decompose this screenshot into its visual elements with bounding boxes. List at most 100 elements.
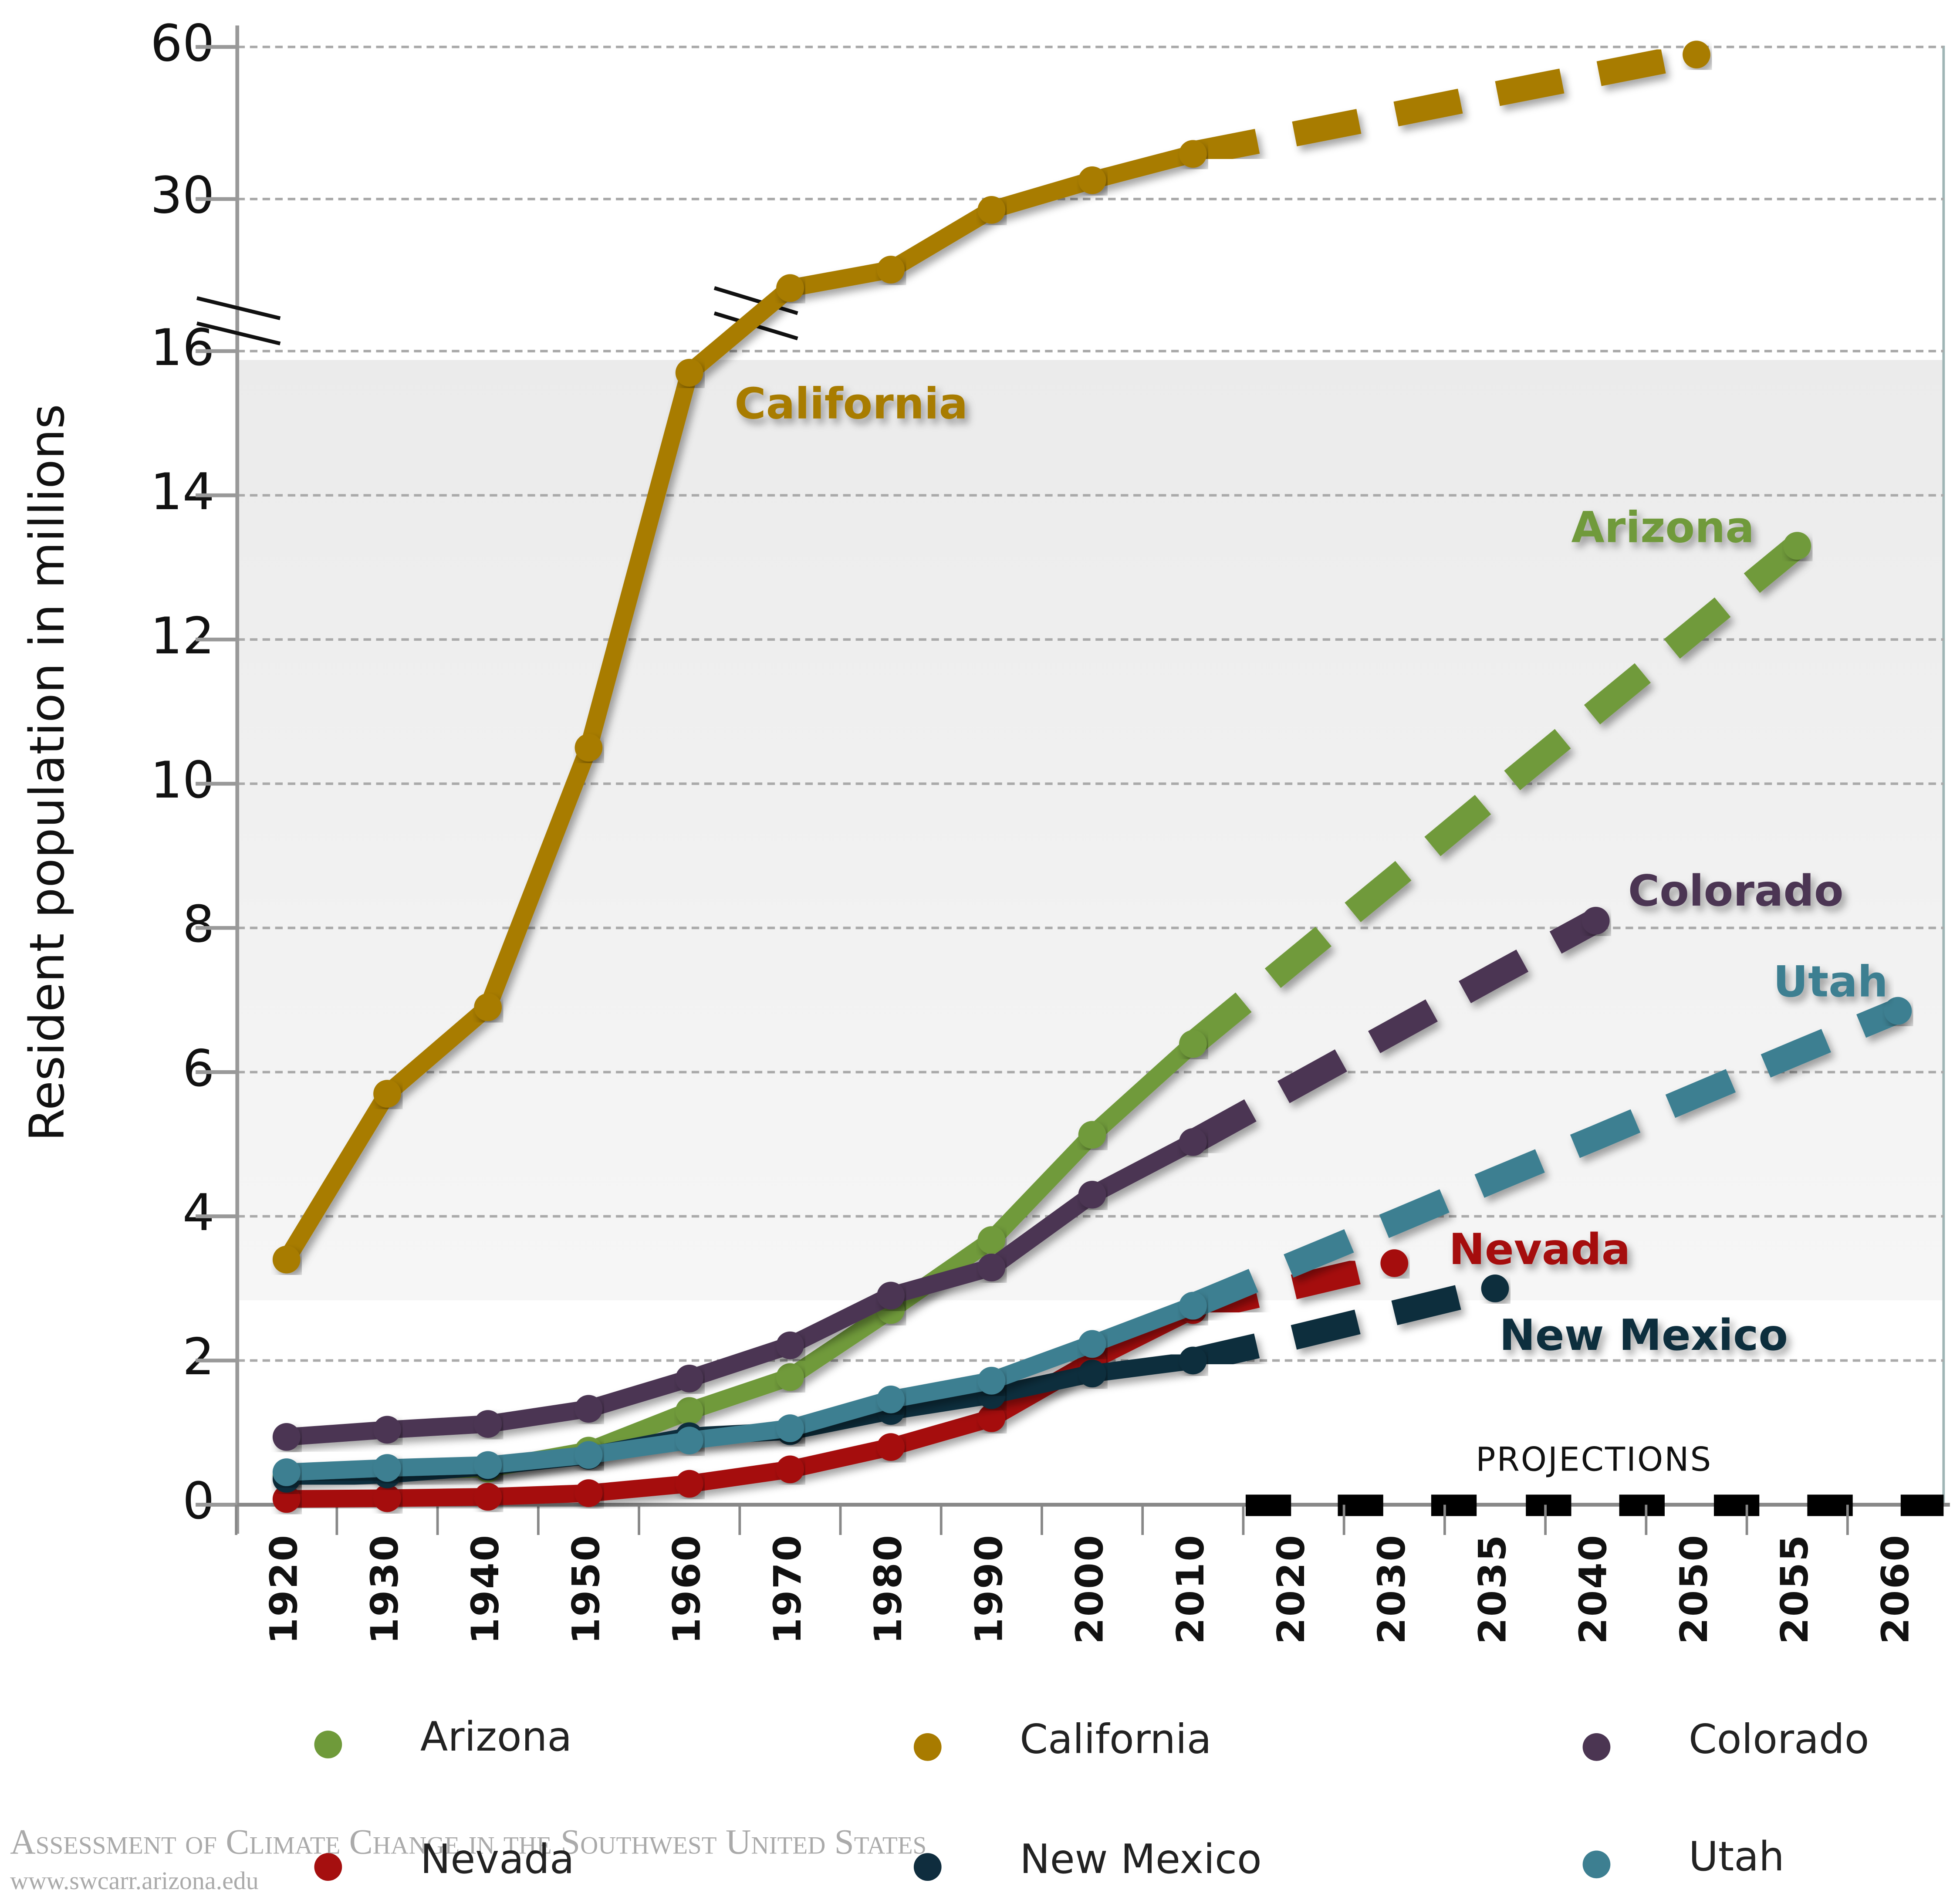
- y-tick-label: 60: [150, 14, 214, 73]
- marker: [272, 1245, 301, 1274]
- marker: [1783, 532, 1811, 560]
- footer-title: Assessment of Climate Change in the Sout…: [10, 1822, 926, 1861]
- marker: [977, 1366, 1006, 1395]
- x-tick-label: 2055: [1773, 1534, 1817, 1644]
- marker: [373, 1416, 401, 1444]
- marker: [474, 1483, 502, 1511]
- y-axis-label: Resident population in millions: [19, 404, 75, 1141]
- projection-label: PROJECTIONS: [1476, 1440, 1712, 1478]
- marker: [977, 196, 1006, 224]
- marker: [574, 734, 603, 762]
- x-tick-label: 2060: [1873, 1534, 1917, 1644]
- marker: [574, 1395, 603, 1423]
- x-tick-label: 1970: [766, 1534, 810, 1644]
- marker: [675, 358, 703, 387]
- projection-line: [1190, 1276, 1498, 1373]
- marker: [1179, 1291, 1207, 1320]
- marker: [877, 1385, 905, 1413]
- marker: [1380, 1249, 1409, 1277]
- y-tick-label: 12: [150, 607, 214, 666]
- marker: [1078, 1359, 1106, 1388]
- legend-marker: [314, 1853, 342, 1881]
- x-tick-label: 1930: [363, 1534, 407, 1644]
- series-line: [286, 1134, 1197, 1446]
- marker: [1078, 1121, 1106, 1149]
- marker: [373, 1454, 401, 1482]
- y-tick-label: 16: [150, 318, 214, 377]
- x-tick-label: 1980: [866, 1534, 910, 1644]
- projection-line: [1185, 536, 1805, 1054]
- marker: [1179, 140, 1207, 168]
- legend-marker: [1582, 1850, 1611, 1879]
- series-label: New Mexico: [1499, 1311, 1788, 1360]
- legend-marker: [913, 1853, 942, 1881]
- x-tick-label: 2030: [1370, 1534, 1414, 1644]
- x-tick-label: 2010: [1169, 1534, 1213, 1644]
- marker: [574, 1479, 603, 1507]
- marker: [474, 1410, 502, 1438]
- legend-marker: [913, 1733, 942, 1761]
- marker: [1582, 906, 1610, 935]
- marker: [675, 1470, 703, 1498]
- x-tick-label: 1920: [262, 1534, 306, 1644]
- marker: [776, 1414, 804, 1442]
- x-tick-label: 2020: [1269, 1534, 1313, 1644]
- series-label: Nevada: [1449, 1225, 1630, 1275]
- legend-label: Colorado: [1689, 1716, 1869, 1763]
- y-tick-label: 2: [182, 1328, 215, 1386]
- marker: [474, 1451, 502, 1479]
- marker: [272, 1423, 301, 1451]
- marker: [1179, 1128, 1207, 1156]
- marker: [675, 1364, 703, 1393]
- y-tick-label: 4: [182, 1183, 215, 1242]
- marker: [574, 1441, 603, 1469]
- series-line: [286, 1297, 1196, 1481]
- series-label: Colorado: [1628, 866, 1844, 916]
- background-band: [237, 360, 1944, 1301]
- marker: [474, 993, 502, 1021]
- marker: [776, 1455, 804, 1484]
- projection-line: [1190, 42, 1699, 166]
- marker: [776, 1331, 804, 1359]
- marker: [1481, 1275, 1509, 1302]
- projection-line: [1186, 909, 1602, 1153]
- y-tick-label: 6: [182, 1039, 215, 1098]
- marker: [1179, 1030, 1207, 1058]
- x-tick-label: 2000: [1068, 1534, 1112, 1644]
- y-tick-label: 14: [150, 463, 214, 521]
- marker: [373, 1080, 401, 1108]
- marker: [776, 274, 804, 302]
- x-tick-label: 1990: [967, 1534, 1011, 1644]
- marker: [776, 1363, 804, 1391]
- marker: [877, 1433, 905, 1461]
- marker: [272, 1485, 301, 1513]
- marker: [877, 256, 905, 284]
- projection-bar: [1245, 1494, 1944, 1516]
- legend-marker: [314, 1731, 342, 1758]
- marker: [1078, 166, 1106, 194]
- marker: [877, 1281, 905, 1310]
- projection-line: [1188, 999, 1903, 1318]
- y-tick-label: 8: [182, 895, 215, 954]
- legend-label: New Mexico: [1020, 1836, 1261, 1883]
- marker: [1884, 997, 1912, 1025]
- x-tick-label: 2040: [1571, 1534, 1615, 1644]
- marker: [977, 1226, 1006, 1254]
- marker: [373, 1484, 401, 1512]
- x-tick-label: 1940: [463, 1534, 507, 1644]
- x-tick-label: 2035: [1470, 1534, 1514, 1644]
- legend-label: California: [1020, 1716, 1211, 1763]
- y-tick-label: 0: [182, 1472, 215, 1531]
- legend-label: Arizona: [420, 1713, 572, 1760]
- x-tick-label: 1950: [564, 1534, 608, 1644]
- marker: [1179, 1346, 1207, 1375]
- y-tick-label: 10: [150, 751, 214, 810]
- marker: [675, 1427, 703, 1455]
- legend-marker: [1582, 1733, 1611, 1761]
- footer-url: www.swcarr.arizona.edu: [10, 1866, 259, 1895]
- marker: [1078, 1180, 1106, 1209]
- marker: [272, 1458, 301, 1486]
- legend-label: Nevada: [420, 1836, 574, 1883]
- marker: [1078, 1330, 1106, 1358]
